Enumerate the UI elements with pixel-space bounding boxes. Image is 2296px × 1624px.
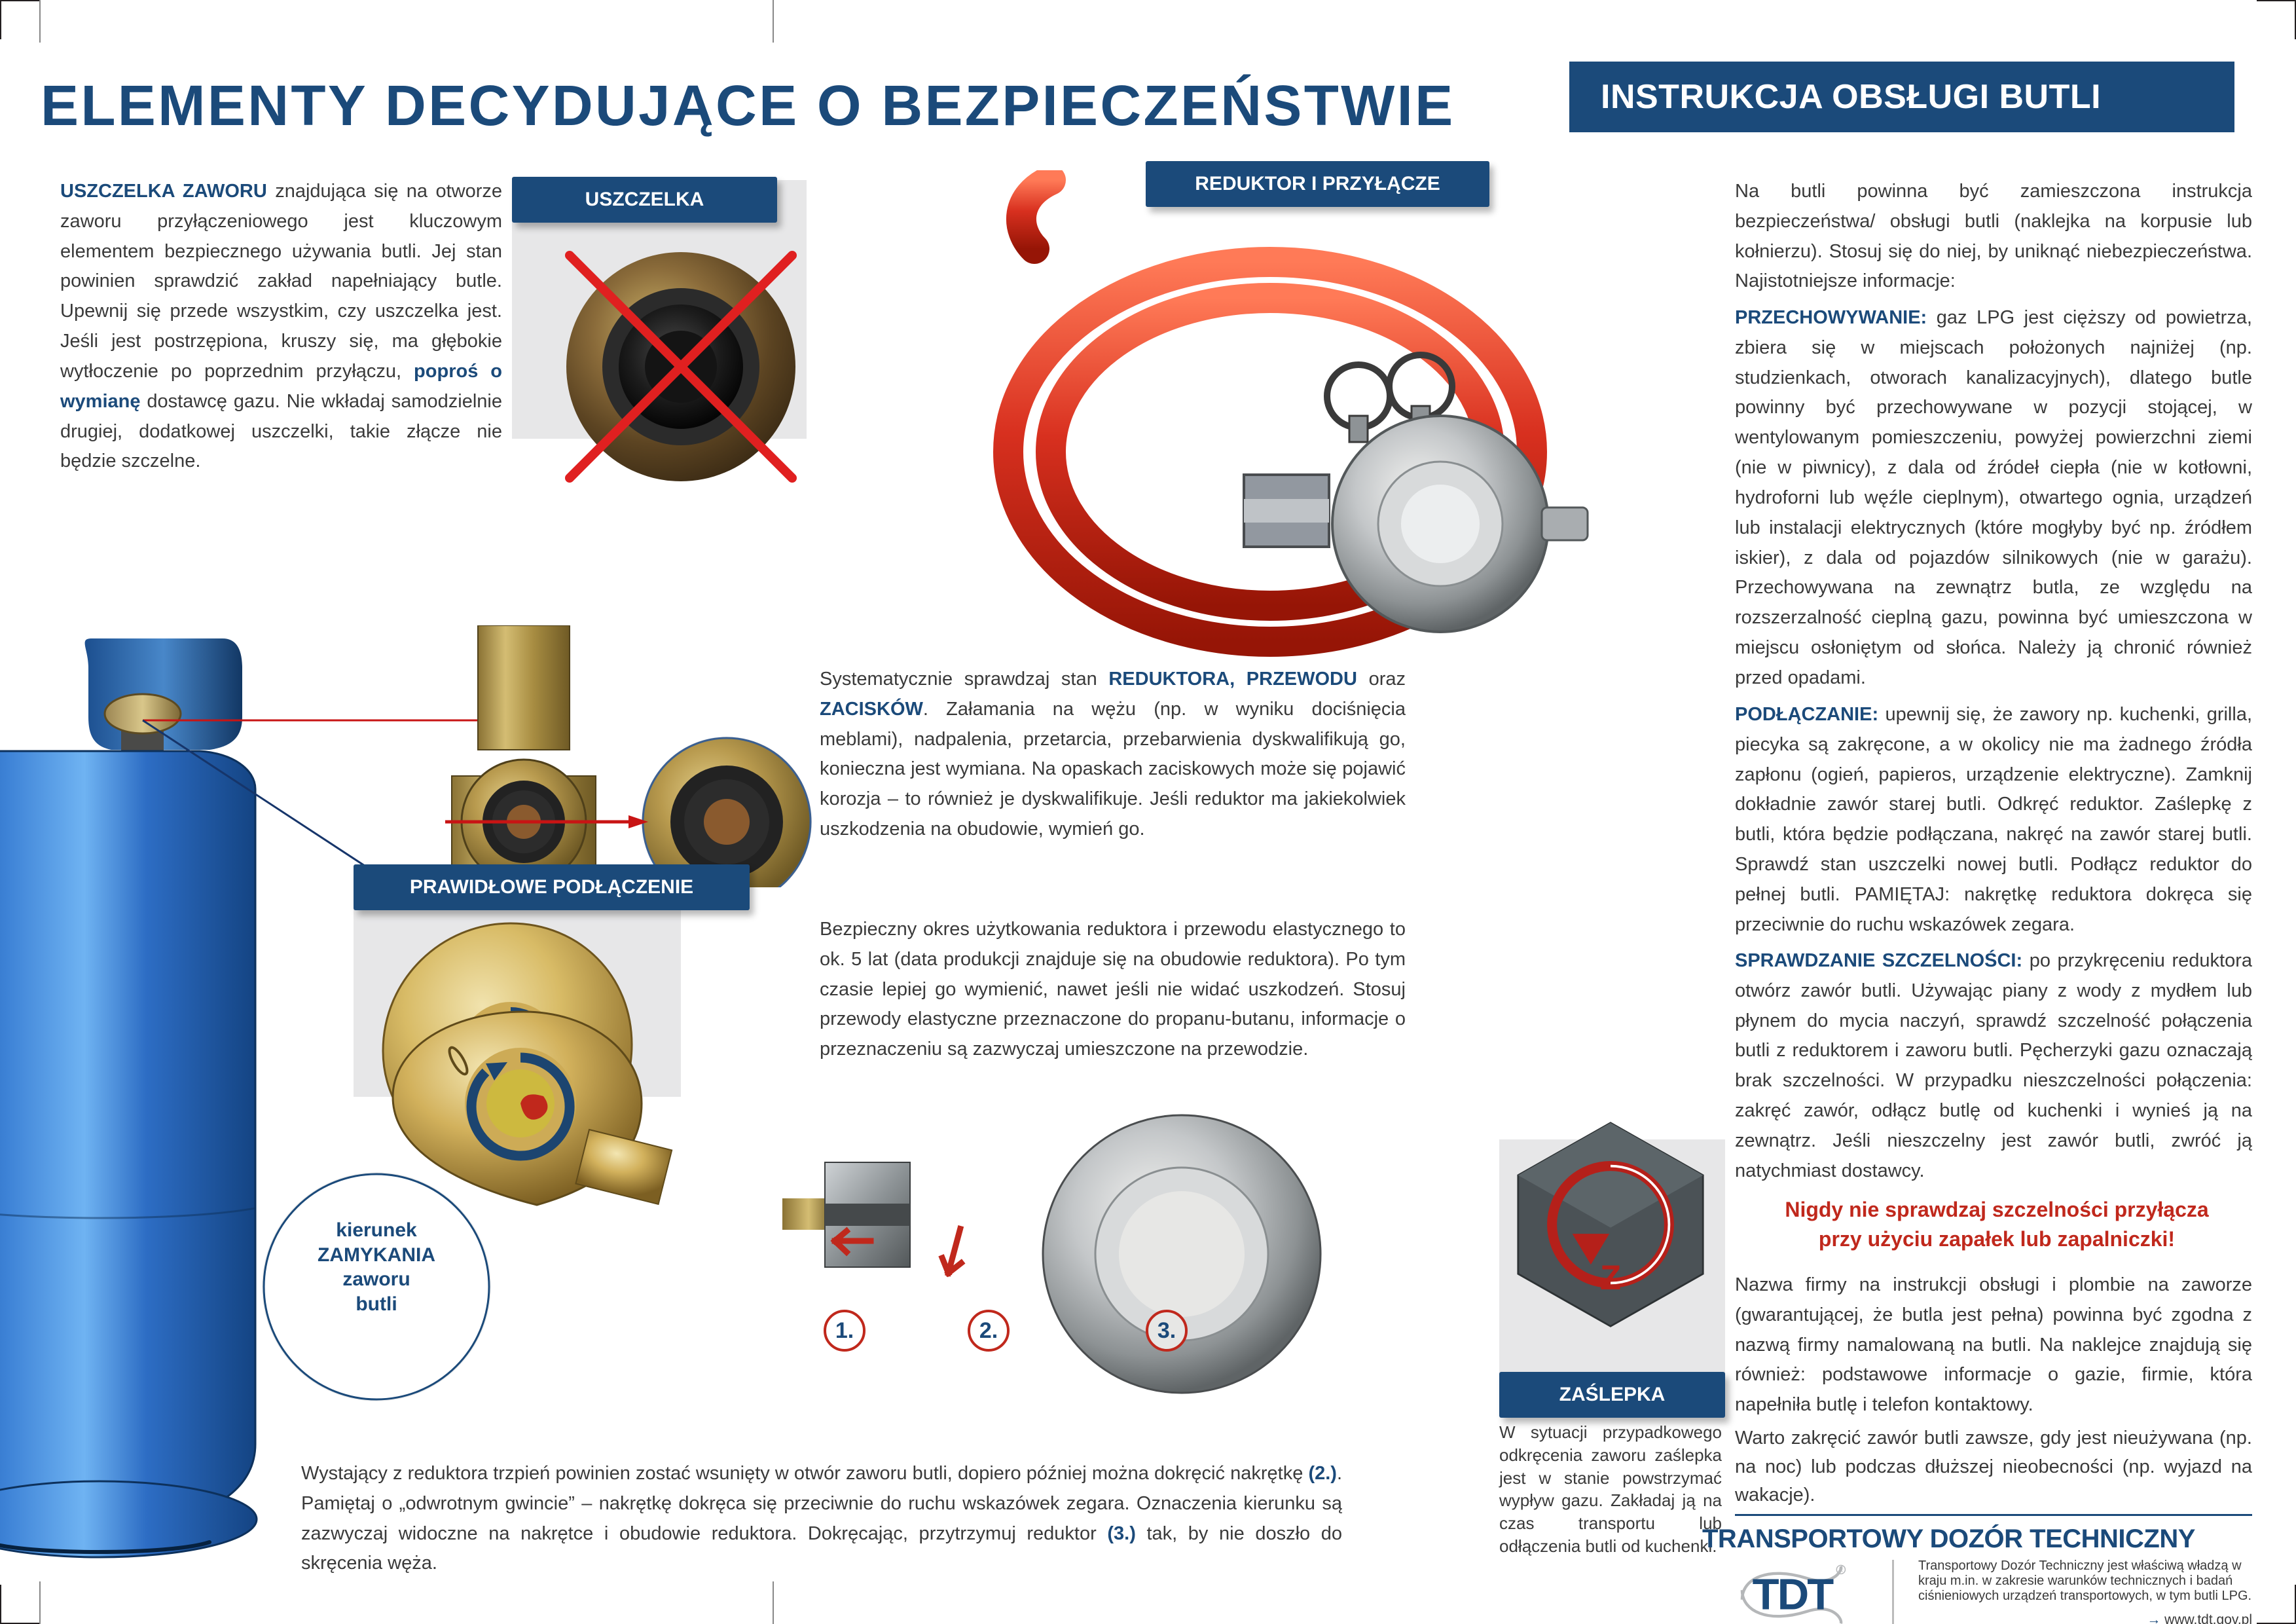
svg-text:R: R — [1839, 1567, 1843, 1574]
svg-text:Z: Z — [1600, 1259, 1621, 1297]
svg-text:TDT: TDT — [1753, 1570, 1834, 1619]
